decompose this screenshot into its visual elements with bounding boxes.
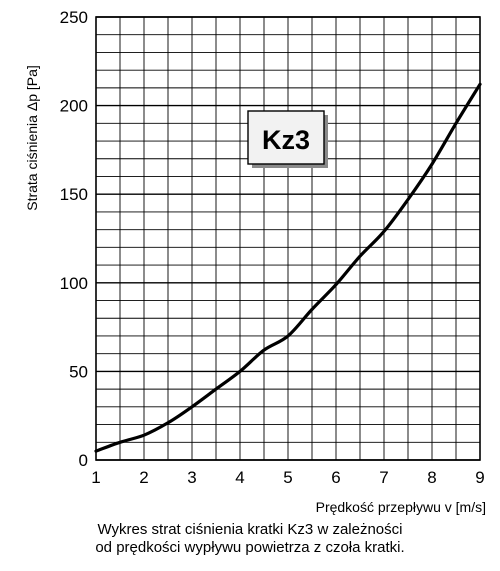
y-tick-labels: 0 50 100 150 200 250 bbox=[60, 8, 88, 470]
y-tick-label: 200 bbox=[60, 97, 88, 116]
series-line-kz3 bbox=[94, 82, 482, 453]
x-tick-label: 5 bbox=[283, 468, 292, 487]
x-tick-label: 6 bbox=[331, 468, 340, 487]
x-tick-label: 3 bbox=[187, 468, 196, 487]
kz3-badge: Kz3 bbox=[247, 110, 328, 168]
x-tick-label: 2 bbox=[139, 468, 148, 487]
x-axis-title: Prędkość przepływu v [m/s] bbox=[316, 499, 486, 515]
y-tick-label: 150 bbox=[60, 185, 88, 204]
x-tick-labels: 1 2 3 4 5 6 7 8 9 bbox=[91, 468, 484, 487]
x-tick-label: 9 bbox=[475, 468, 484, 487]
y-tick-label: 50 bbox=[69, 362, 88, 381]
kz3-badge-label: Kz3 bbox=[262, 125, 310, 155]
x-tick-label: 7 bbox=[379, 468, 388, 487]
pressure-loss-chart: 0 50 100 150 200 250 1 2 3 4 5 6 7 8 9 Kz3 Strata ciś… bbox=[24, 8, 486, 515]
caption-line-1: Wykres strat ciśnienia kratki Kz3 w zale… bbox=[97, 521, 403, 538]
x-tick-label: 1 bbox=[91, 468, 100, 487]
y-tick-label: 100 bbox=[60, 274, 88, 293]
y-tick-label: 250 bbox=[60, 8, 88, 27]
x-tick-label: 8 bbox=[427, 468, 436, 487]
caption-line-2: od prędkości wypływu powietrza z czoła k… bbox=[95, 539, 405, 556]
y-axis-title: Strata ciśnienia Δp [Pa] bbox=[24, 65, 40, 211]
plot-frame bbox=[95, 16, 481, 461]
grid-minor bbox=[95, 17, 481, 460]
x-tick-label: 4 bbox=[235, 468, 244, 487]
y-tick-label: 0 bbox=[79, 451, 88, 470]
